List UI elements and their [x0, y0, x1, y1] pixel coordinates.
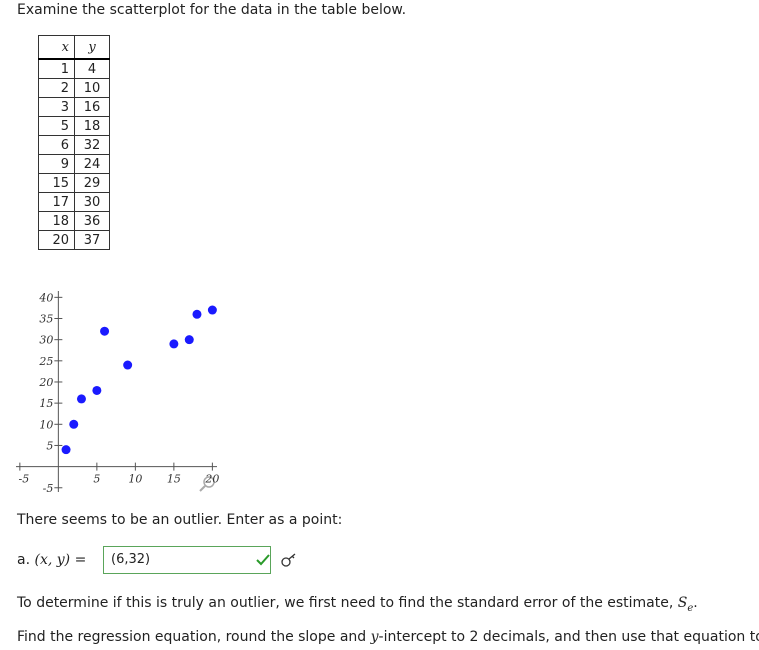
text: Find the regression equation, round the … — [17, 629, 371, 645]
y-tick-label: 35 — [39, 313, 53, 326]
table-row: 2 10 — [38, 78, 110, 98]
y-tick-label: -5 — [43, 482, 54, 495]
table-cell: 17 — [38, 192, 75, 212]
table-cell: 1 — [38, 58, 75, 79]
zoom-icon-handle — [199, 485, 206, 492]
equals: = — [74, 552, 87, 568]
symbol: S — [677, 595, 688, 611]
table-row: 9 24 — [38, 154, 110, 174]
point — [69, 419, 79, 429]
table-cell: 37 — [74, 230, 110, 250]
y-tick-label: 5 — [46, 439, 53, 452]
point — [207, 305, 217, 315]
zoom-icon[interactable] — [203, 476, 215, 488]
table-cell: 16 — [74, 97, 110, 117]
table-header: x — [38, 35, 75, 60]
point — [192, 309, 202, 319]
point — [184, 335, 194, 345]
x-tick-label: 15 — [167, 473, 181, 486]
y-tick-label: 40 — [38, 291, 53, 304]
point — [169, 339, 179, 349]
y-tick-label: 20 — [38, 376, 53, 389]
outlier-prompt: There seems to be an outlier. Enter as a… — [17, 512, 343, 528]
table-cell: 6 — [38, 135, 75, 155]
table-header: y — [74, 35, 110, 60]
text: To determine if this is truly an outlier… — [17, 595, 678, 611]
table-cell: 32 — [74, 135, 110, 155]
x-tick-label: 5 — [93, 473, 100, 486]
table-row: 3 16 — [38, 97, 110, 117]
table-cell: 18 — [74, 116, 110, 136]
table-row: 5 18 — [38, 116, 110, 136]
table-cell: 10 — [74, 78, 110, 98]
table-cell: 20 — [38, 230, 75, 250]
paragraph: To determine if this is truly an outlier… — [17, 595, 698, 614]
paragraph: Find the regression equation, round the … — [17, 629, 759, 645]
table-cell: 15 — [38, 173, 75, 193]
table-row: 18 36 — [38, 211, 110, 231]
table-cell: 29 — [74, 173, 110, 193]
check-icon — [256, 554, 270, 566]
y-tick-label: 25 — [38, 355, 53, 368]
point — [92, 385, 102, 395]
scatterplot: -5 5 10 15 20 -5 5 10 15 20 25 30 35 40 — [16, 291, 219, 495]
table-cell: 36 — [74, 211, 110, 231]
answer-value: (6,32) — [111, 552, 151, 567]
table-cell: 30 — [74, 192, 110, 212]
table-cell: 24 — [74, 154, 110, 174]
y-tick-label: 10 — [39, 418, 53, 431]
key-icon[interactable] — [280, 552, 298, 568]
y-tick-label: 30 — [39, 334, 53, 347]
table-row: 15 29 — [38, 173, 110, 193]
point — [76, 394, 86, 404]
table-cell: 5 — [38, 116, 75, 136]
table-cell: 18 — [38, 211, 75, 231]
instruction: Examine the scatterplot for the data in … — [17, 2, 407, 18]
point — [123, 360, 133, 370]
table-row: 6 32 — [38, 135, 110, 155]
table-cell: 2 — [38, 78, 75, 98]
text: . — [693, 595, 698, 611]
x-tick-label: -5 — [18, 473, 29, 486]
text: -intercept to 2 decimals, and then use t… — [378, 629, 759, 645]
expression: (x, y) — [34, 552, 71, 568]
table-cell: 4 — [74, 58, 110, 79]
answer-label: a. (x, y) = — [17, 552, 86, 568]
table-cell: 9 — [38, 154, 75, 174]
x-tick-label: 10 — [128, 473, 142, 486]
variable: y — [370, 629, 379, 645]
table-row: 17 30 — [38, 192, 110, 212]
point — [100, 326, 110, 336]
subscript: e — [687, 602, 694, 614]
table-row: 20 37 — [38, 230, 110, 250]
prefix: a. — [17, 552, 31, 568]
point — [61, 445, 71, 455]
answer-input[interactable]: (6,32) — [103, 546, 271, 574]
y-tick-label: 15 — [39, 397, 53, 410]
table-cell: 3 — [38, 97, 75, 117]
x-tick-label: 20 — [204, 473, 219, 486]
